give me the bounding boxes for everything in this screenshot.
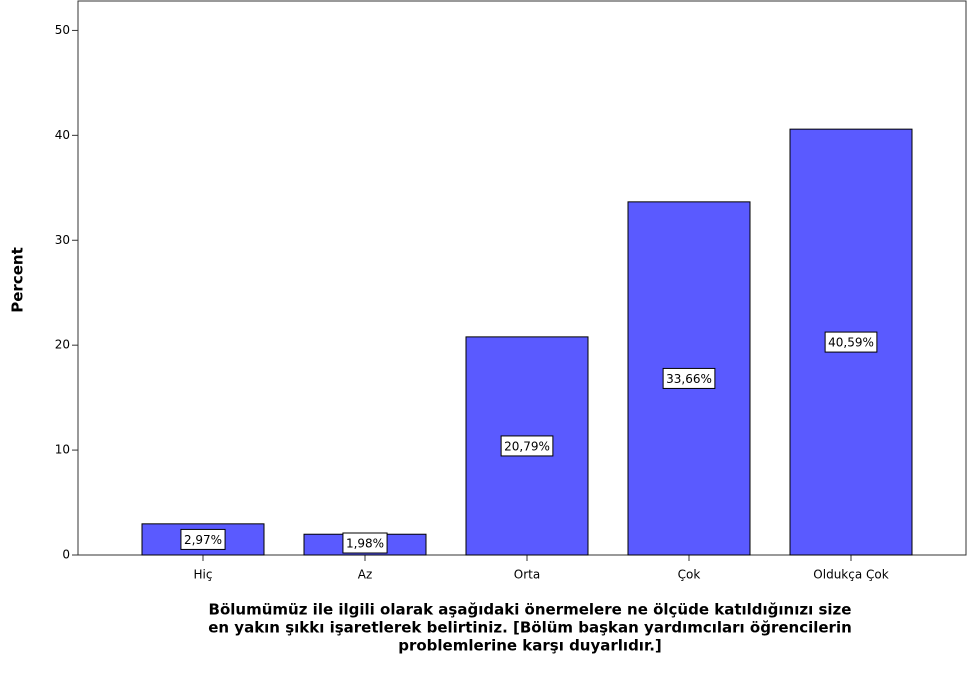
value-label-box xyxy=(500,435,554,457)
y-axis-label: Percent xyxy=(9,247,27,312)
y-tick-label: 50 xyxy=(55,23,70,37)
x-tick-label: Orta xyxy=(514,568,540,582)
y-tick-label: 20 xyxy=(55,338,70,352)
value-label: 20,79% xyxy=(504,439,550,453)
value-label: 33,66% xyxy=(666,372,712,386)
x-tick-label: Az xyxy=(358,568,373,582)
x-tick-label: Çok xyxy=(678,568,701,582)
value-label-box xyxy=(662,367,716,389)
y-tick-label: 30 xyxy=(55,233,70,247)
x-axis-label: Bölumümüz ile ilgili olarak aşağıdaki ön… xyxy=(209,601,852,619)
value-label-box xyxy=(342,532,388,554)
value-label-box xyxy=(180,528,226,550)
value-label-box xyxy=(824,331,878,353)
y-tick-label: 10 xyxy=(55,443,70,457)
value-label: 1,98% xyxy=(346,537,384,551)
x-axis-label: problemlerine karşı duyarlıdır.] xyxy=(398,637,662,655)
y-tick-label: 40 xyxy=(55,128,70,142)
x-tick-label: Oldukça Çok xyxy=(813,568,888,582)
x-axis-label: en yakın şıkkı işaretlerek belirtiniz. [… xyxy=(208,619,852,637)
y-tick-label: 0 xyxy=(62,548,70,562)
value-label: 40,59% xyxy=(828,336,874,350)
bar xyxy=(465,336,589,556)
x-tick-label: Hiç xyxy=(194,568,213,582)
value-label: 2,97% xyxy=(184,533,222,547)
